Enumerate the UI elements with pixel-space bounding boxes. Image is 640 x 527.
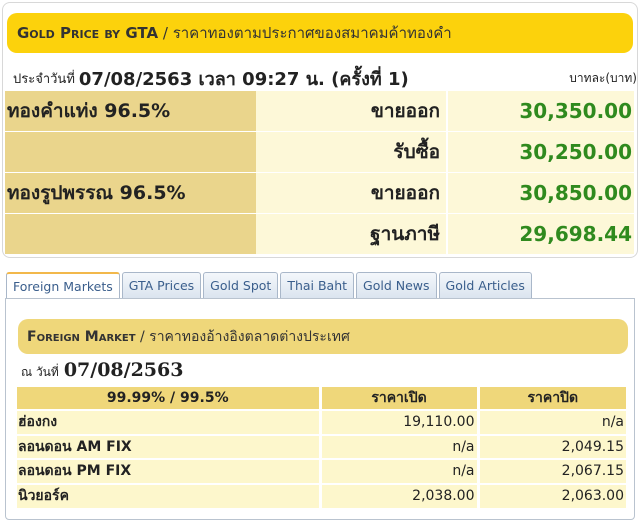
open-price: 2,038.00 [320,482,480,508]
gta-date: 07/08/2563 เวลา 09:27 น. (ครั้งที่ 1) [78,68,409,90]
foreign-date-line: ณ วันที่ 07/08/2563 [21,359,183,382]
item-label [5,214,256,254]
price-row: รับซื้อ 30,250.00 [5,132,634,173]
market-name: ลอนดอน AM FIX [17,433,322,459]
foreign-title-th: ราคาทองอ้างอิงตลาดต่างประเทศ [149,328,350,345]
date-prefix: ประจำวันที่ [13,71,75,87]
market-name: ลอนดอน PM FIX [17,458,322,484]
tab-gold-spot[interactable]: Gold Spot [203,272,279,298]
price-row: ทองคำแท่ง 96.5% ขายออก 30,350.00 [5,91,634,132]
gta-price-panel: Gold Price by GTA / ราคาทองตามประกาศของส… [2,2,638,258]
tab-foreign-markets[interactable]: Foreign Markets [6,272,120,299]
item-label: ทองรูปพรรณ 96.5% [5,173,256,213]
tab-thai-baht[interactable]: Thai Baht [280,272,355,298]
price-type: ฐานภาษี [256,214,448,254]
market-name: ฮ่องกง [17,409,322,435]
gta-title-th: ราคาทองตามประกาศของสมาคมค้าทองคำ [172,24,452,42]
open-price: n/a [320,458,480,484]
item-label: ทองคำแท่ง 96.5% [5,91,256,131]
foreign-title-en: Foreign Market [27,328,136,345]
tab-bar: Foreign Markets GTA Prices Gold Spot Thai B… [6,272,532,299]
close-price: 2,067.15 [478,458,629,484]
price-type: รับซื้อ [256,132,448,172]
gta-header: Gold Price by GTA / ราคาทองตามประกาศของส… [7,13,633,53]
tab-gold-articles[interactable]: Gold Articles [438,272,532,298]
open-price: 19,110.00 [320,409,480,435]
gta-date-line: ประจำวันที่ 07/08/2563 เวลา 09:27 น. (คร… [13,63,637,93]
table-row: ลอนดอน PM FIX n/a 2,067.15 [17,458,629,484]
foreign-date: 07/08/2563 [63,359,184,381]
price-value: 30,250.00 [448,132,634,172]
gta-price-table: ทองคำแท่ง 96.5% ขายออก 30,350.00 รับซื้อ 30,… [5,91,634,255]
table-row: ลอนดอน AM FIX n/a 2,049.15 [17,433,629,459]
title-separator: / [158,24,173,42]
gta-title-en: Gold Price by GTA [17,24,159,42]
tab-gold-news[interactable]: Gold News [356,272,437,298]
price-value: 30,850.00 [448,173,634,213]
item-label [5,132,256,172]
close-price: 2,049.15 [478,433,629,459]
foreign-market-panel: Foreign Market / ราคาทองอ้างอิงตลาดต่างป… [5,298,635,520]
price-row: ฐานภาษี 29,698.44 [5,214,634,255]
table-row: ฮ่องกง 19,110.00 n/a [17,409,629,435]
unit-label: บาทละ(บาท) [569,70,637,85]
foreign-price-table: 99.99% / 99.5% ราคาเปิด ราคาปิด ฮ่องกง 19… [17,387,629,508]
foreign-header: Foreign Market / ราคาทองอ้างอิงตลาดต่างป… [18,319,628,354]
date-prefix: ณ วันที่ [21,365,59,379]
price-value: 29,698.44 [448,214,634,254]
title-separator: / [135,328,150,345]
close-price: n/a [478,409,629,435]
header-close: ราคาปิด [478,387,629,410]
price-type: ขายออก [256,173,448,213]
tab-gta-prices[interactable]: GTA Prices [121,272,202,298]
table-row: นิวยอร์ค 2,038.00 2,063.00 [17,482,629,508]
header-purity: 99.99% / 99.5% [17,387,322,410]
close-price: 2,063.00 [478,482,629,508]
header-open: ราคาเปิด [320,387,480,410]
price-value: 30,350.00 [448,91,634,131]
market-name: นิวยอร์ค [17,482,322,508]
price-type: ขายออก [256,91,448,131]
open-price: n/a [320,433,480,459]
price-row: ทองรูปพรรณ 96.5% ขายออก 30,850.00 [5,173,634,214]
